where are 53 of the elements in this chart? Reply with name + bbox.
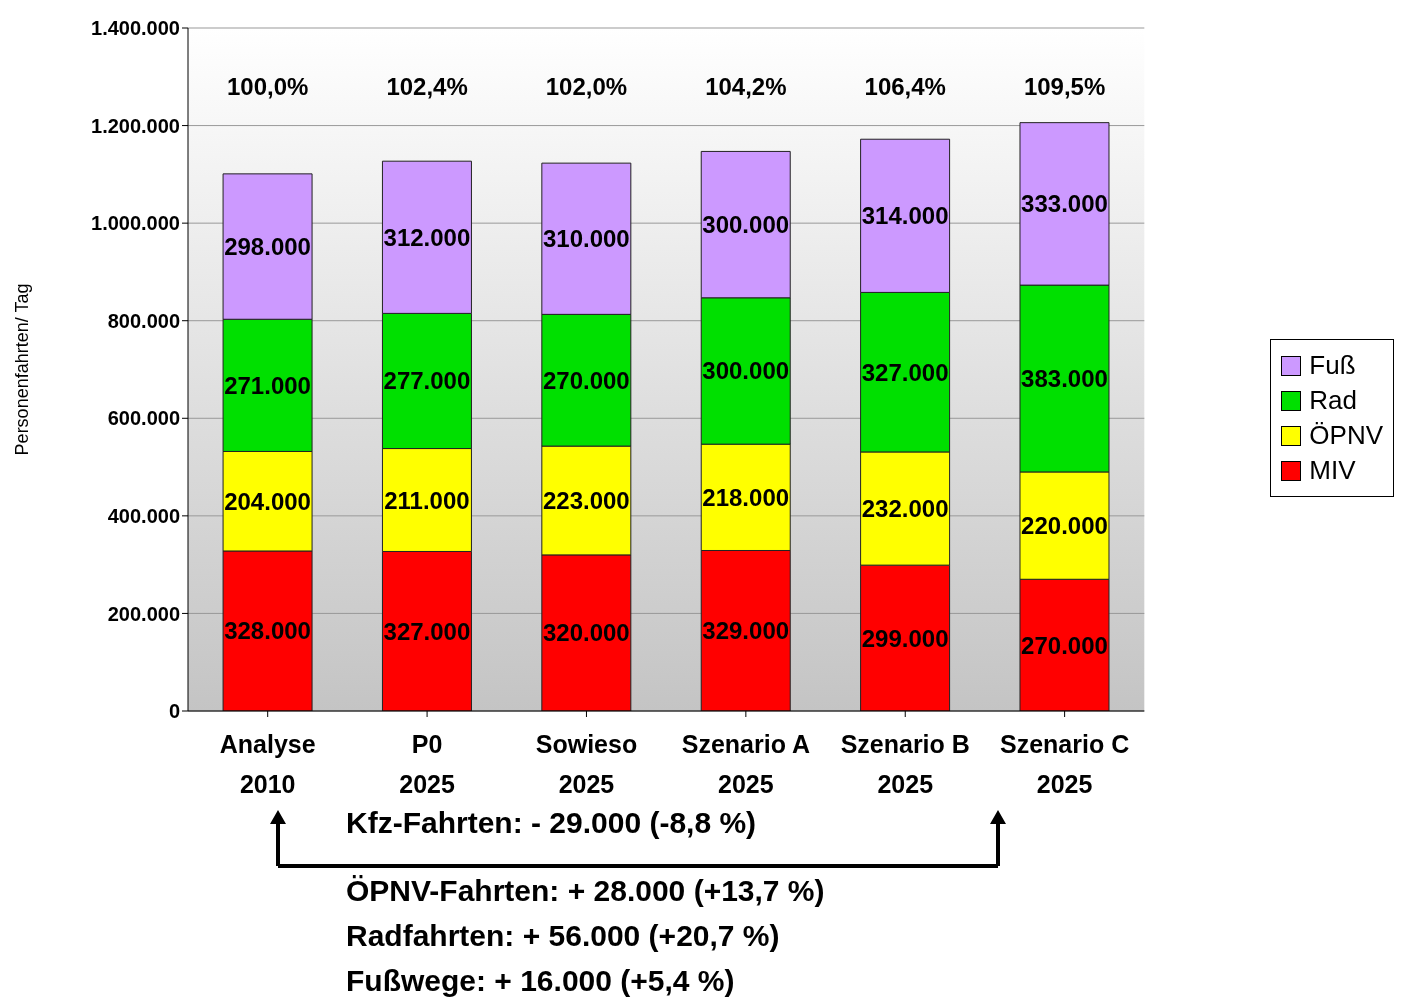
data-label: 320.000 [542, 619, 630, 647]
data-label: 333.000 [1021, 190, 1108, 218]
legend-label: Fuß [1309, 350, 1356, 381]
data-label: 232.000 [861, 495, 949, 523]
data-label: 329.000 [702, 617, 790, 645]
text: MIV [1309, 455, 1356, 486]
annotation: 102,0% [545, 73, 628, 101]
annotation: 100,0% [226, 73, 309, 101]
data-label: 271.000 [224, 371, 311, 399]
text: Radfahrten: + 56.000 (+20,7 %) [346, 919, 780, 953]
data-label: 211.000 [384, 486, 470, 514]
legend-label: Rad [1309, 385, 1358, 416]
data-label: 218.000 [702, 483, 790, 511]
data-label: 328.000 [224, 617, 311, 645]
y-tick-label: 1.000.000 [91, 212, 180, 235]
data-label: 310.000 [542, 225, 630, 253]
x-tick-label: Szenario A 2025 [681, 730, 810, 798]
x-tick-label: Szenario C 2025 [1000, 730, 1130, 798]
text: Fußwege: + 16.000 (+5,4 %) [346, 964, 735, 998]
data-label: 299.000 [861, 624, 949, 652]
annotation: 104,2% [705, 73, 787, 101]
text: ÖPNV-Fahrten: + 28.000 (+13,7 %) [346, 874, 825, 908]
annotation: 102,4% [386, 73, 468, 101]
y-axis-title: Personenfahrten/ Tag [12, 283, 33, 456]
text: Kfz-Fahrten: - 29.000 (-8,8 %) [346, 806, 757, 840]
x-tick-label: P0 2025 [399, 730, 455, 798]
y-tick-label: 1.200.000 [91, 114, 180, 137]
data-label: 383.000 [1021, 365, 1108, 393]
x-tick-label: Analyse 2010 [219, 730, 316, 798]
y-tick-label: 400.000 [107, 504, 180, 527]
annotation: 106,4% [864, 73, 946, 101]
data-label: 300.000 [702, 211, 790, 239]
data-label: 220.000 [1021, 512, 1108, 540]
data-label: 270.000 [542, 366, 630, 394]
annotation: 109,5% [1023, 73, 1106, 101]
data-label: 327.000 [861, 358, 949, 386]
y-tick-label: 800.000 [107, 309, 180, 332]
data-label: 314.000 [861, 202, 949, 230]
x-tick-label: Szenario B 2025 [840, 730, 970, 798]
data-label: 223.000 [542, 486, 630, 514]
data-label: 312.000 [383, 223, 471, 251]
data-label: 298.000 [224, 233, 311, 261]
y-tick-label: 200.000 [107, 602, 180, 625]
x-tick-label: Sowieso 2025 [535, 730, 638, 798]
data-label: 277.000 [383, 367, 471, 395]
data-label: 327.000 [383, 617, 471, 645]
data-label: 270.000 [1021, 631, 1108, 659]
data-label: 204.000 [224, 487, 311, 515]
y-tick-label: 1.400.000 [91, 17, 180, 40]
y-tick-label: 600.000 [107, 407, 180, 430]
legend-label: ÖPNV [1309, 420, 1383, 451]
data-label: 300.000 [702, 357, 790, 385]
y-tick-label: 0 [168, 700, 180, 723]
